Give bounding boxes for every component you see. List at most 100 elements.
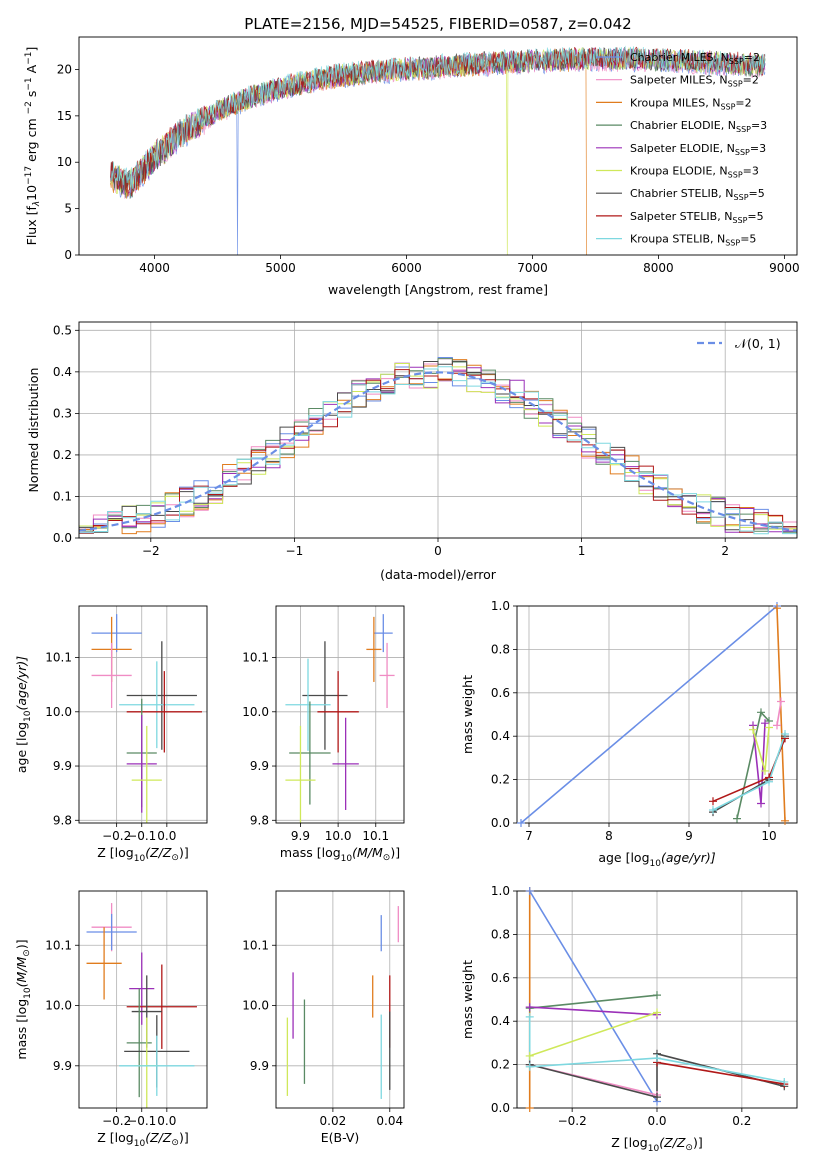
- y-tick-label: 10.1: [242, 651, 269, 665]
- x-axis-label: (data-model)/error: [380, 567, 497, 582]
- x-tick-label: 0.2: [732, 1114, 751, 1128]
- y-tick-label: 9.8: [250, 813, 269, 827]
- legend-entry: Kroupa ELODIE, NSSP=3: [630, 165, 759, 180]
- plot-area: [86, 903, 197, 1108]
- weight-marker: [757, 799, 765, 808]
- label-part: =2: [744, 51, 760, 64]
- weight-marker: [777, 697, 785, 706]
- label-part: ⊙: [685, 1143, 693, 1153]
- weight-marker: [749, 725, 757, 734]
- label-part: SSP: [720, 102, 735, 111]
- weight-marker: [709, 797, 717, 806]
- label-part: age [log: [598, 850, 649, 865]
- y-tick-label: 0.2: [491, 773, 510, 787]
- weight-marker: [773, 721, 781, 730]
- label-part: (Z/Z: [659, 1135, 686, 1150]
- weight-line: [529, 1011, 658, 1057]
- weight-marker: [757, 708, 765, 717]
- x-tick-label: −0.1: [127, 829, 156, 843]
- weight-line: [776, 608, 786, 821]
- y-tick-label: 9.9: [53, 759, 72, 773]
- x-tick-label: 8: [605, 829, 613, 843]
- label-part: age [log: [14, 722, 29, 773]
- y-tick-label: 10.1: [45, 651, 72, 665]
- weight-marker: [780, 1077, 789, 1086]
- x-tick-label: 7: [525, 829, 533, 843]
- axes-frame: [78, 605, 208, 824]
- axes: 4000 5000 6000 7000 8000 9000 0 5 10 15 20 waveleng…: [24, 36, 800, 297]
- y-tick-label: 0.2: [491, 1058, 510, 1072]
- axes-frame: [516, 890, 798, 1109]
- label-part: −17: [24, 166, 34, 185]
- label-part: Z [log: [97, 845, 133, 860]
- label-part: Kroupa MILES, N: [630, 96, 720, 109]
- y-tick-label: 0.6: [491, 971, 510, 985]
- label-part: 10: [134, 854, 146, 864]
- label-part: SSP: [734, 193, 749, 202]
- axes: −0.2−0.1 0.09.89.910.010.1Z [log10(Z/Z⊙)]…: [14, 605, 208, 864]
- weight-marker: [525, 1051, 534, 1060]
- y-tick-label: 0.0: [491, 1101, 510, 1115]
- x-tick-label: 10.0: [325, 829, 352, 843]
- plot-area: [520, 606, 786, 823]
- x-tick-label: 8000: [643, 261, 674, 275]
- label-part: =5: [749, 187, 765, 200]
- y-axis-label: mass weight: [460, 960, 475, 1039]
- x-tick-label: 6000: [391, 261, 422, 275]
- y-tick-label: 9.9: [250, 1059, 269, 1073]
- label-part: 10: [23, 710, 33, 722]
- weight-line: [776, 701, 782, 726]
- label-part: ⊙: [171, 853, 179, 863]
- label-part: =2: [735, 96, 751, 109]
- spectrum-line: [110, 50, 587, 255]
- y-tick-label: 20: [57, 62, 72, 76]
- label-part: Salpeter STELIB, N: [630, 210, 732, 223]
- label-part: SSP: [729, 57, 744, 66]
- y-tick-label: 10.0: [242, 999, 269, 1013]
- label-part: Kroupa ELODIE, N: [630, 165, 728, 178]
- y-tick-label: 1.0: [491, 884, 510, 898]
- legend-entry: Chabrier MILES, NSSP=2: [630, 51, 760, 66]
- y-tick-label: 0: [64, 248, 72, 262]
- x-tick-label: −2: [142, 544, 160, 558]
- weight-marker: [781, 816, 789, 825]
- label-part: Chabrier STELIB, N: [630, 187, 734, 200]
- legend-entry: Salpeter ELODIE, NSSP=3: [630, 142, 766, 157]
- y-axis-label: mass [log10(M/M⊙)]: [14, 939, 33, 1059]
- legend-entry: Salpeter STELIB, NSSP=5: [630, 210, 764, 225]
- y-tick-label: 0.4: [53, 365, 72, 379]
- y-tick-label: 0.6: [491, 686, 510, 700]
- y-axis-label: Normed distribution: [26, 368, 41, 493]
- label-part: =3: [743, 165, 759, 178]
- weight-marker: [761, 766, 769, 775]
- x-tick-label: −0.2: [558, 1114, 587, 1128]
- label-part: A: [24, 64, 39, 77]
- y-tick-label: 9.9: [250, 759, 269, 773]
- weight-line: [712, 735, 786, 813]
- label-part: (Z/Z: [145, 845, 172, 860]
- histogram-step: [79, 369, 797, 538]
- label-part: Kroupa STELIB, N: [630, 233, 725, 246]
- label-part: Flux [f: [24, 206, 39, 246]
- grid: [276, 606, 404, 823]
- x-tick-label: 9.9: [291, 829, 310, 843]
- weight-marker: [765, 777, 773, 786]
- weight-marker: [525, 1003, 534, 1012]
- weight-marker: [733, 814, 741, 823]
- x-tick-label: 4000: [139, 261, 170, 275]
- label-part: −1: [24, 77, 34, 90]
- y-axis-label: age [log10(age/yr)]: [14, 656, 33, 773]
- weight-marker: [765, 723, 773, 732]
- y-tick-label: 0.0: [53, 531, 72, 545]
- legend-entry: Chabrier ELODIE, NSSP=3: [630, 119, 767, 134]
- panel-age_vs_Z: −0.2−0.1 0.09.89.910.010.1Z [log10(Z/Z⊙)]…: [14, 605, 208, 864]
- panel-age_vs_mass: 9.9 10.0 10.1 9.8 9.9 10.0 10.1 mass [log10(M/M…: [242, 605, 405, 864]
- label-part: ⊙: [22, 949, 32, 957]
- label-part: 10: [650, 859, 662, 869]
- y-tick-label: 0.2: [53, 448, 72, 462]
- label-part: =3: [750, 142, 766, 155]
- label-part: SSP: [736, 125, 751, 134]
